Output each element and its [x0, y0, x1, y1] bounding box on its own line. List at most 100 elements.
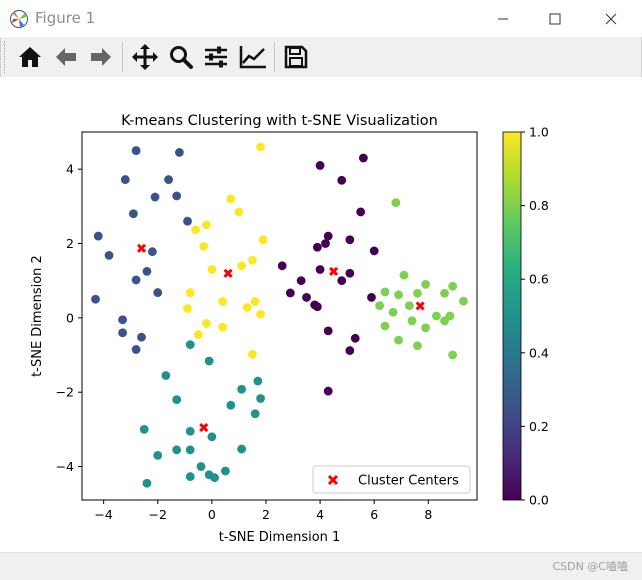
scatter-point-cluster-0: [174, 148, 184, 157]
cluster-centers: [136, 243, 425, 433]
chart-title: K-means Clustering with t-SNE Visualizat…: [121, 113, 438, 129]
x-axis-ticks: −4 −2 0 2 4 6 8: [94, 500, 432, 522]
edit-axes-button[interactable]: [237, 40, 269, 74]
colorbar: [502, 131, 522, 501]
scatter-point-cluster-0: [131, 146, 141, 155]
scatter-point-cluster-3: [356, 207, 366, 217]
cluster-center-marker: [136, 243, 147, 253]
scatter-point-cluster-3: [315, 265, 325, 274]
scatter-point-cluster-2: [248, 255, 257, 265]
y-tick-label: 2: [66, 236, 74, 251]
scatter-point-cluster-3: [285, 288, 295, 298]
x-tick-label: 2: [262, 507, 270, 522]
minimize-button[interactable]: [480, 5, 526, 33]
scatter-point-cluster-2: [258, 235, 268, 245]
scatter-points: [91, 142, 468, 488]
scatter-point-cluster-4: [407, 316, 417, 326]
plot-area-frame: [81, 131, 478, 501]
scatter-point-cluster-1: [185, 340, 195, 350]
x-tick-label: −2: [149, 507, 167, 522]
colorbar-tick-label: 0.2: [529, 419, 549, 434]
close-button[interactable]: [588, 5, 634, 33]
scatter-point-cluster-2: [248, 349, 257, 359]
scatter-point-cluster-0: [129, 209, 138, 219]
scatter-point-cluster-3: [302, 293, 311, 302]
scatter-point-cluster-2: [256, 142, 265, 152]
scatter-point-cluster-2: [226, 194, 236, 204]
pan-icon: [132, 44, 158, 70]
scatter-point-cluster-0: [183, 216, 192, 226]
x-tick-label: 8: [424, 507, 432, 522]
scatter-point-cluster-1: [172, 395, 182, 405]
scatter-point-cluster-4: [380, 321, 390, 331]
cluster-center-marker: [329, 266, 339, 276]
scatter-point-cluster-4: [399, 270, 409, 280]
scatter-point-cluster-3: [315, 161, 325, 170]
scatter-point-cluster-2: [199, 242, 209, 251]
scatter-point-cluster-0: [142, 266, 152, 276]
scatter-point-cluster-0: [91, 294, 100, 304]
scatter-point-cluster-3: [337, 175, 347, 185]
y-axis-ticks: −4 −2 0 2 4: [56, 162, 82, 474]
save-button[interactable]: [280, 40, 312, 74]
scatter-point-cluster-3: [323, 326, 333, 336]
scatter-point-cluster-3: [321, 239, 330, 248]
scatter-point-cluster-2: [193, 330, 203, 339]
scatter-point-cluster-4: [394, 335, 403, 345]
scatter-point-cluster-4: [413, 288, 422, 298]
scatter-point-cluster-3: [312, 302, 322, 312]
toolbar-grip[interactable]: [4, 41, 7, 73]
scatter-point-cluster-0: [147, 247, 157, 257]
scatter-point-cluster-1: [207, 432, 217, 442]
scatter-point-cluster-1: [139, 424, 149, 434]
scatter-point-cluster-3: [296, 276, 306, 286]
zoom-button[interactable]: [165, 40, 197, 74]
scatter-point-cluster-2: [234, 207, 244, 217]
y-axis-label: t-SNE Dimension 2: [30, 255, 45, 377]
matplotlib-logo-icon: [9, 9, 29, 29]
scatter-point-cluster-2: [202, 319, 211, 328]
x-tick-label: 4: [316, 507, 324, 522]
scatter-point-cluster-4: [421, 280, 430, 289]
scatter-point-cluster-4: [440, 288, 449, 298]
back-button[interactable]: [50, 40, 82, 74]
scatter-point-cluster-1: [204, 356, 214, 366]
scatter-point-cluster-1: [185, 472, 195, 481]
title-bar: Figure 1: [0, 0, 642, 37]
scatter-point-cluster-0: [150, 192, 160, 202]
legend-box: [312, 465, 471, 494]
colorbar-tick-label: 0.6: [529, 272, 549, 287]
scatter-point-cluster-0: [120, 175, 130, 184]
scatter-point-cluster-3: [369, 246, 379, 256]
scatter-point-cluster-1: [142, 478, 152, 488]
forward-button[interactable]: [85, 40, 117, 74]
scatter-point-cluster-1: [256, 394, 265, 403]
scatter-point-cluster-3: [345, 346, 355, 355]
save-icon: [284, 45, 308, 69]
forward-arrow-icon: [91, 48, 111, 66]
maximize-button[interactable]: [532, 5, 578, 33]
home-button[interactable]: [14, 40, 46, 74]
toolbar-separator: [274, 42, 275, 72]
maximize-icon: [549, 13, 561, 25]
x-tick-label: −4: [94, 507, 112, 522]
colorbar-ticks: 0.0 0.2 0.4 0.6 0.8 1.0: [521, 125, 549, 508]
scatter-point-cluster-4: [388, 307, 398, 317]
figure-canvas[interactable]: K-means Clustering with t-SNE Visualizat…: [0, 77, 642, 552]
scatter-point-cluster-4: [448, 350, 458, 360]
scatter-point-cluster-1: [172, 445, 182, 455]
scatter-point-cluster-1: [250, 409, 260, 419]
pan-button[interactable]: [129, 40, 161, 74]
zoom-icon: [170, 46, 193, 69]
navigation-toolbar: [0, 37, 642, 77]
y-tick-label: −4: [56, 459, 74, 474]
scatter-point-cluster-1: [185, 445, 195, 455]
legend: Cluster Centers: [312, 465, 471, 494]
scatter-point-cluster-4: [375, 301, 385, 310]
watermark-text: CSDN @C嗑嗑: [552, 560, 628, 573]
scatter-point-cluster-2: [207, 265, 217, 274]
scatter-point-cluster-0: [164, 175, 173, 184]
scatter-point-cluster-0: [118, 315, 127, 325]
configure-subplots-icon: [205, 46, 227, 68]
configure-subplots-button[interactable]: [200, 40, 232, 74]
